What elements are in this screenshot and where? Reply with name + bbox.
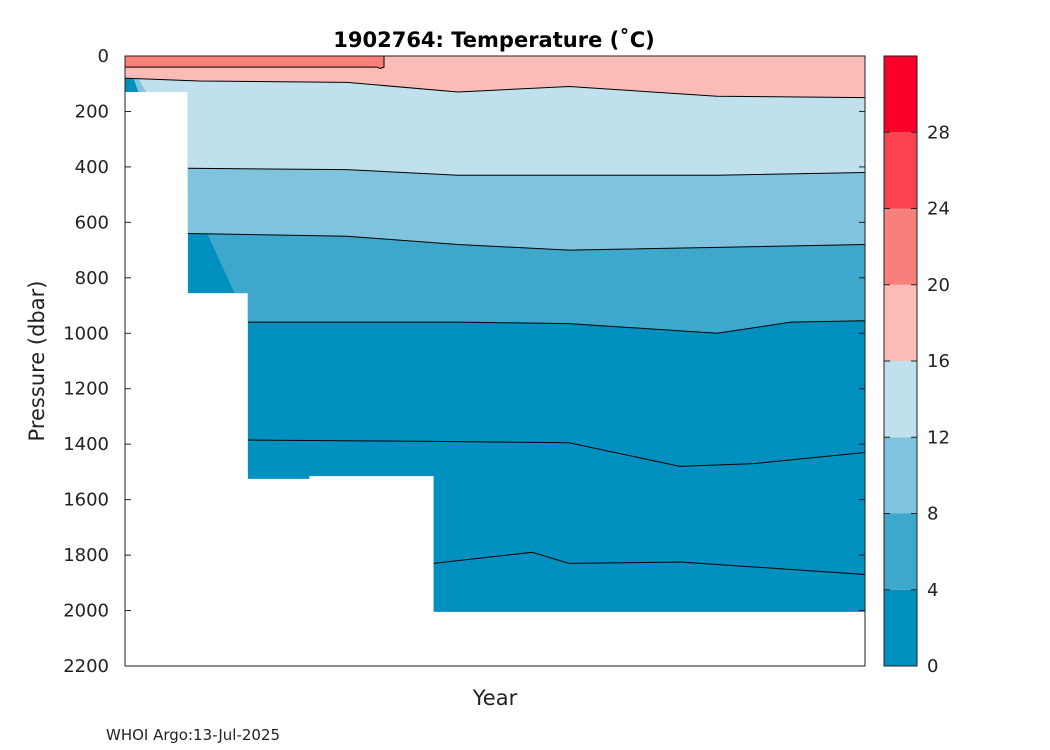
colorbar-bin-16-20 xyxy=(884,284,917,361)
y-tick-label: 2200 xyxy=(63,656,109,677)
colorbar-tick-label: 28 xyxy=(927,122,950,143)
isotherm-12 xyxy=(187,167,865,176)
isotherm-16 xyxy=(125,77,865,99)
colorbar-tick-label: 8 xyxy=(927,504,938,525)
colorbar-bin-4-8 xyxy=(884,513,917,590)
isotherm-8 xyxy=(187,232,865,251)
isotherm-20 xyxy=(125,56,385,70)
colorbar-tick-label: 0 xyxy=(927,656,938,677)
colorbar-bin-12-16 xyxy=(884,361,917,438)
y-tick-label: 400 xyxy=(75,157,109,178)
isotherm-4 xyxy=(247,320,865,334)
colorbar-tick-label: 12 xyxy=(927,427,950,448)
isotherm-2.5 xyxy=(433,551,865,575)
footer-credit: WHOI Argo:13-Jul-2025 xyxy=(106,726,281,744)
colorbar-bin-8-12 xyxy=(884,437,917,514)
y-axis-label: Pressure (dbar) xyxy=(25,281,49,442)
colorbar-tick-label: 24 xyxy=(927,199,950,220)
y-tick-label: 1200 xyxy=(63,379,109,400)
y-tick-label: 600 xyxy=(75,212,109,233)
y-axis: 0 200 400 600 800 1000 1200 1400 1600 1800 2000 220… xyxy=(63,46,865,677)
y-tick-label: 1400 xyxy=(63,434,109,455)
isotherm-lines xyxy=(125,56,865,575)
colorbar-bin-20-24 xyxy=(884,208,917,285)
y-tick-label: 800 xyxy=(75,268,109,289)
x-axis-label: Year xyxy=(472,686,518,710)
colorbar-bin-24-28 xyxy=(884,132,917,209)
colorbar-bin-28-32 xyxy=(884,56,917,133)
colorbar-tick-label: 16 xyxy=(927,351,950,372)
colorbar-tick-label: 20 xyxy=(927,275,950,296)
plot-area xyxy=(124,55,866,667)
colorbar: 0 4 8 12 16 20 24 28 xyxy=(883,55,950,677)
temperature-fill-layers xyxy=(125,56,865,612)
colorbar-bin-0-4 xyxy=(884,589,917,666)
isotherm-3 xyxy=(247,439,865,467)
fill-band-20-24 xyxy=(125,56,384,69)
y-tick-label: 2000 xyxy=(63,601,109,622)
colorbar-tick-label: 4 xyxy=(927,580,938,601)
y-tick-label: 1600 xyxy=(63,490,109,511)
y-tick-label: 1000 xyxy=(63,323,109,344)
y-tick-label: 200 xyxy=(75,101,109,122)
chart-title: 1902764: Temperature (˚C) xyxy=(333,28,654,52)
y-tick-label: 1800 xyxy=(63,545,109,566)
y-tick-label: 0 xyxy=(98,46,109,67)
plot-frame xyxy=(124,55,866,667)
